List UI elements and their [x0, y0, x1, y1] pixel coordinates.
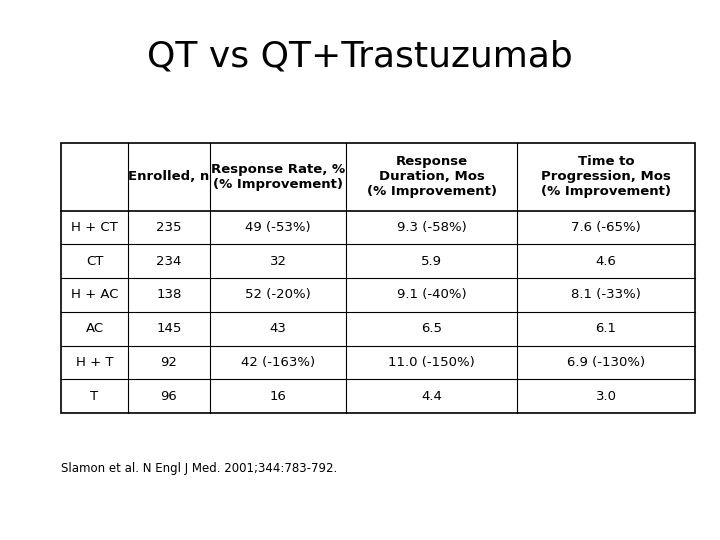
Text: 4.6: 4.6: [595, 255, 616, 268]
Text: AC: AC: [86, 322, 104, 335]
Text: Slamon et al. N Engl J Med. 2001;344:783-792.: Slamon et al. N Engl J Med. 2001;344:783…: [61, 462, 338, 475]
Text: 16: 16: [270, 390, 287, 403]
Text: 11.0 (-150%): 11.0 (-150%): [389, 356, 475, 369]
Text: 234: 234: [156, 255, 181, 268]
Text: 8.1 (-33%): 8.1 (-33%): [571, 288, 641, 301]
Text: 9.3 (-58%): 9.3 (-58%): [397, 221, 467, 234]
Text: Response Rate, %
(% Improvement): Response Rate, % (% Improvement): [211, 163, 346, 191]
Text: 4.4: 4.4: [421, 390, 442, 403]
Text: 7.6 (-65%): 7.6 (-65%): [571, 221, 641, 234]
Text: 32: 32: [270, 255, 287, 268]
Text: 235: 235: [156, 221, 181, 234]
Text: 43: 43: [270, 322, 287, 335]
Text: T: T: [91, 390, 99, 403]
Text: Time to
Progression, Mos
(% Improvement): Time to Progression, Mos (% Improvement): [541, 156, 671, 198]
Text: CT: CT: [86, 255, 103, 268]
Text: 52 (-20%): 52 (-20%): [246, 288, 311, 301]
Bar: [61, 143, 695, 413]
Text: 92: 92: [161, 356, 177, 369]
Text: H + CT: H + CT: [71, 221, 118, 234]
Text: QT vs QT+Trastuzumab: QT vs QT+Trastuzumab: [147, 40, 573, 73]
Text: 138: 138: [156, 288, 181, 301]
Text: Enrolled, n: Enrolled, n: [128, 170, 210, 184]
Text: 5.9: 5.9: [421, 255, 442, 268]
Text: 3.0: 3.0: [595, 390, 616, 403]
Text: Response
Duration, Mos
(% Improvement): Response Duration, Mos (% Improvement): [367, 156, 497, 198]
Text: H + AC: H + AC: [71, 288, 118, 301]
Text: 49 (-53%): 49 (-53%): [246, 221, 311, 234]
Text: 6.1: 6.1: [595, 322, 616, 335]
Text: 96: 96: [161, 390, 177, 403]
Text: 6.5: 6.5: [421, 322, 442, 335]
Text: H + T: H + T: [76, 356, 113, 369]
Text: 145: 145: [156, 322, 181, 335]
Text: 9.1 (-40%): 9.1 (-40%): [397, 288, 467, 301]
Text: 6.9 (-130%): 6.9 (-130%): [567, 356, 645, 369]
Text: 42 (-163%): 42 (-163%): [241, 356, 315, 369]
